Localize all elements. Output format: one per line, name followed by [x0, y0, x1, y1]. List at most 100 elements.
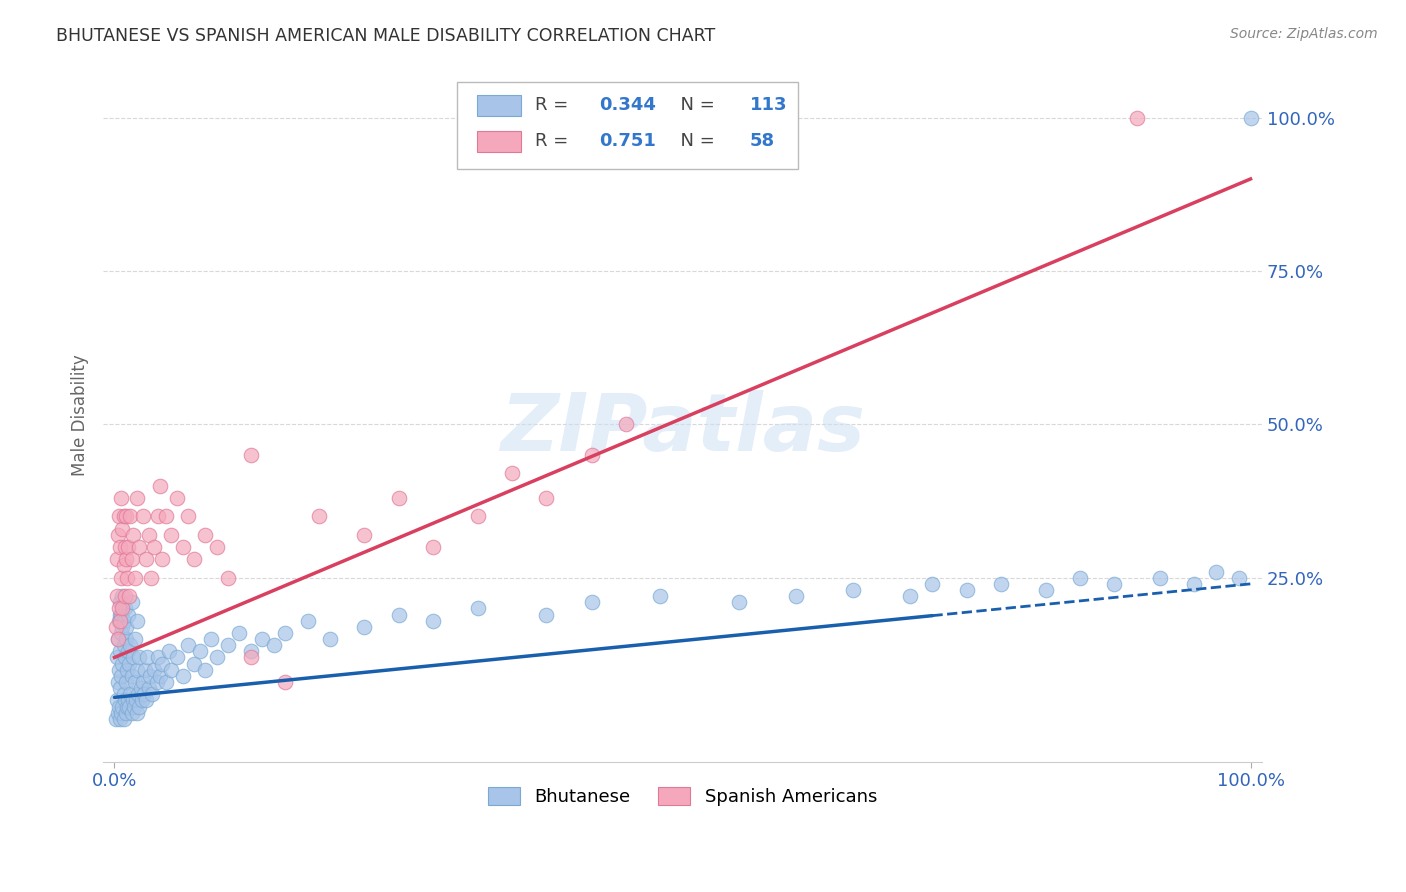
Point [353, 528, 375, 542]
Point [108, 663, 131, 677]
Point [166, 491, 188, 505]
Point [239, 644, 262, 658]
Point [141, 687, 163, 701]
Point [134, 663, 156, 677]
Point [194, 663, 217, 677]
FancyBboxPatch shape [457, 82, 799, 169]
Text: 0.751: 0.751 [599, 132, 657, 151]
Point [1035, 582, 1057, 597]
Point [124, 675, 146, 690]
Point [183, 657, 205, 671]
Point [120, 638, 142, 652]
Point [422, 540, 444, 554]
Point [118, 657, 141, 671]
Point [128, 650, 150, 665]
Point [107, 675, 129, 690]
Point [107, 632, 129, 646]
Point [115, 632, 138, 646]
Point [108, 540, 131, 554]
Point [387, 607, 409, 622]
Point [728, 595, 751, 609]
Point [205, 650, 228, 665]
FancyBboxPatch shape [478, 131, 522, 152]
Point [160, 663, 183, 677]
Point [534, 491, 557, 505]
Point [127, 663, 149, 677]
Point [842, 582, 865, 597]
Point [239, 650, 262, 665]
Point [115, 706, 138, 720]
Point [108, 681, 131, 695]
Point [132, 687, 155, 701]
Point [200, 632, 222, 646]
Point [127, 614, 149, 628]
Point [274, 675, 297, 690]
Point [1205, 565, 1227, 579]
Point [115, 699, 138, 714]
Point [135, 552, 157, 566]
Point [205, 540, 228, 554]
Point [1069, 571, 1091, 585]
Point [146, 650, 169, 665]
Point [112, 558, 135, 573]
Point [115, 571, 138, 585]
Point [160, 528, 183, 542]
Point [118, 699, 141, 714]
Point [115, 552, 138, 566]
Text: N =: N = [669, 132, 720, 151]
Point [1182, 577, 1205, 591]
Point [127, 687, 149, 701]
Point [785, 589, 807, 603]
Point [1239, 111, 1261, 125]
Point [105, 589, 128, 603]
Point [150, 657, 173, 671]
Text: 0.344: 0.344 [599, 96, 657, 114]
Point [117, 540, 139, 554]
Text: 113: 113 [749, 96, 787, 114]
Point [353, 620, 375, 634]
Point [138, 669, 160, 683]
Point [110, 669, 132, 683]
Point [155, 509, 177, 524]
Text: BHUTANESE VS SPANISH AMERICAN MALE DISABILITY CORRELATION CHART: BHUTANESE VS SPANISH AMERICAN MALE DISAB… [56, 27, 716, 45]
Point [467, 601, 489, 615]
Point [143, 663, 166, 677]
Point [108, 595, 131, 609]
Point [1149, 571, 1171, 585]
Point [387, 491, 409, 505]
Point [127, 706, 149, 720]
Point [127, 491, 149, 505]
Point [139, 571, 162, 585]
Point [111, 699, 134, 714]
Point [115, 509, 138, 524]
Point [108, 699, 131, 714]
Point [108, 614, 131, 628]
Point [177, 638, 200, 652]
Point [111, 589, 134, 603]
Point [648, 589, 671, 603]
Point [297, 614, 319, 628]
Point [110, 706, 132, 720]
Point [129, 681, 152, 695]
Point [274, 626, 297, 640]
Point [117, 644, 139, 658]
Point [128, 540, 150, 554]
Point [150, 552, 173, 566]
Point [108, 601, 131, 615]
Point [105, 693, 128, 707]
Point [132, 675, 155, 690]
Point [107, 706, 129, 720]
Point [132, 509, 155, 524]
Point [124, 571, 146, 585]
Point [108, 509, 131, 524]
Point [107, 632, 129, 646]
Point [188, 644, 211, 658]
Point [112, 614, 135, 628]
Point [111, 657, 134, 671]
Point [614, 417, 637, 432]
Point [146, 509, 169, 524]
Point [155, 675, 177, 690]
Point [955, 582, 977, 597]
FancyBboxPatch shape [478, 95, 522, 116]
Point [145, 675, 167, 690]
